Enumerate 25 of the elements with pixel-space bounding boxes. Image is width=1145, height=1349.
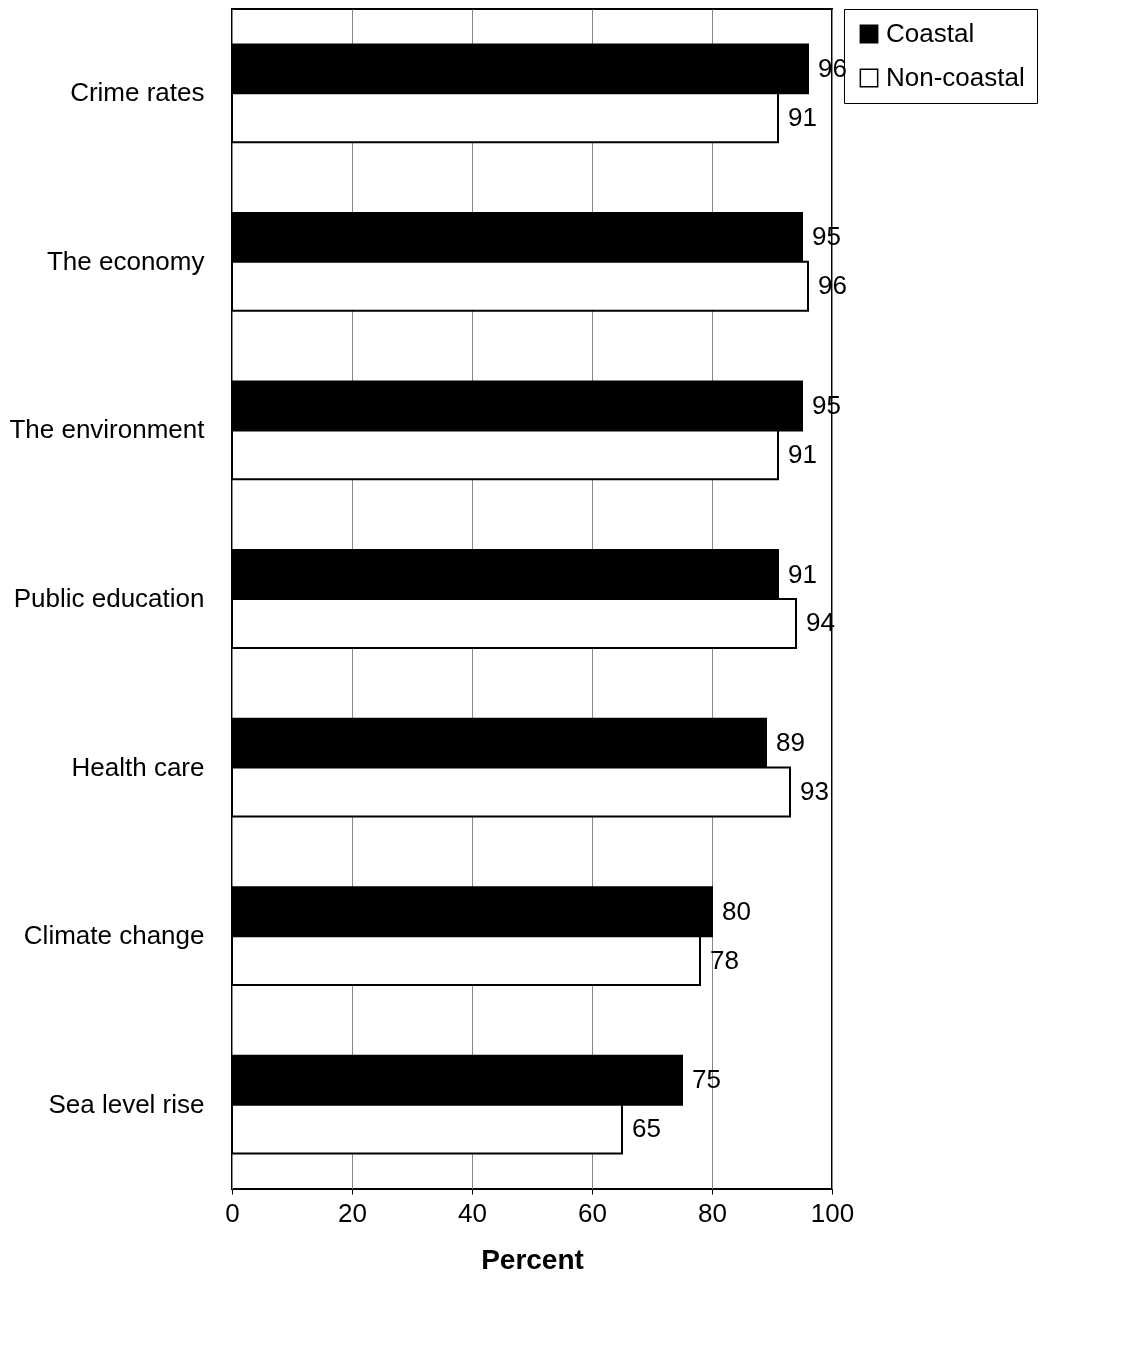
data-label: 91 xyxy=(788,101,817,132)
y-tick-label: Health care xyxy=(71,751,205,782)
data-label: 89 xyxy=(776,727,805,758)
x-tick-label: 20 xyxy=(338,1197,367,1228)
x-tick-label: 100 xyxy=(810,1197,855,1228)
legend-label: Coastal xyxy=(886,18,975,48)
data-label: 80 xyxy=(722,895,751,926)
x-tick-label: 0 xyxy=(225,1197,240,1228)
data-label: 93 xyxy=(800,776,829,807)
data-label: 78 xyxy=(710,944,739,975)
data-label: 65 xyxy=(632,1113,661,1144)
x-tick-label: 80 xyxy=(698,1197,727,1228)
x-tick-label: 40 xyxy=(458,1197,487,1228)
x-axis-title: Percent xyxy=(481,1243,584,1275)
data-label: 75 xyxy=(692,1064,721,1095)
y-tick-label: Climate change xyxy=(23,920,205,951)
x-tick-label: 60 xyxy=(578,1197,607,1228)
y-tick-label: Sea level rise xyxy=(48,1088,205,1119)
legend-label: Non-coastal xyxy=(886,62,1025,92)
y-tick-label: Public education xyxy=(13,583,205,613)
data-label: 91 xyxy=(788,558,817,589)
y-tick-label: The economy xyxy=(46,245,205,276)
data-label: 91 xyxy=(788,438,817,469)
y-tick-label: The environment xyxy=(9,414,206,445)
y-tick-label: Crime rates xyxy=(70,77,205,108)
